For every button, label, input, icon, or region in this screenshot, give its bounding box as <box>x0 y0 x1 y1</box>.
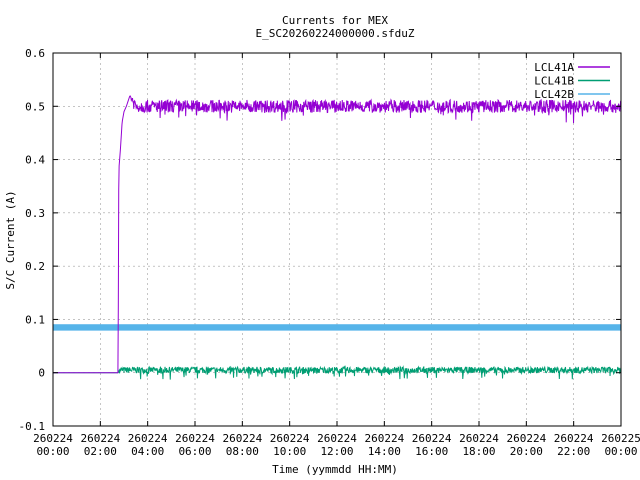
xtick-date: 260224 <box>364 432 404 445</box>
xtick-date: 260224 <box>317 432 357 445</box>
x-axis-ticks: 26022400:0026022402:0026022404:002602240… <box>33 53 640 458</box>
xtick-time: 08:00 <box>226 445 259 458</box>
legend-label: LCL41A <box>534 61 574 74</box>
ytick-label: 0.2 <box>25 260 45 273</box>
xtick-time: 18:00 <box>462 445 495 458</box>
xtick-date: 260224 <box>128 432 168 445</box>
xtick-date: 260224 <box>80 432 120 445</box>
ytick-label: 0.6 <box>25 47 45 60</box>
xtick-time: 10:00 <box>273 445 306 458</box>
ytick-label: 0.1 <box>25 313 45 326</box>
ytick-label: -0.1 <box>19 420 46 433</box>
xtick-date: 260224 <box>33 432 73 445</box>
grid <box>53 53 621 426</box>
xtick-date: 260224 <box>175 432 215 445</box>
xtick-date: 260224 <box>459 432 499 445</box>
series-lcl42b <box>53 324 621 331</box>
xtick-date: 260224 <box>554 432 594 445</box>
xtick-date: 260224 <box>270 432 310 445</box>
ytick-label: 0.4 <box>25 154 45 167</box>
xtick-date: 260224 <box>412 432 452 445</box>
xtick-time: 02:00 <box>84 445 117 458</box>
xtick-time: 00:00 <box>36 445 69 458</box>
ytick-label: 0.3 <box>25 207 45 220</box>
xtick-time: 00:00 <box>604 445 637 458</box>
chart-subtitle: E_SC20260224000000.sfduZ <box>256 27 415 40</box>
xtick-time: 14:00 <box>368 445 401 458</box>
xtick-time: 06:00 <box>178 445 211 458</box>
series-lcl41b <box>53 365 622 380</box>
legend-label: LCL42B <box>534 88 574 101</box>
legend-label: LCL41B <box>534 75 574 88</box>
xtick-time: 20:00 <box>510 445 543 458</box>
y-axis-label: S/C Current (A) <box>4 190 17 289</box>
xtick-time: 04:00 <box>131 445 164 458</box>
ytick-label: 0.5 <box>25 100 45 113</box>
y-axis-ticks: -0.1 0 0.1 0.2 0.3 0.4 0.5 0.6 <box>19 47 621 433</box>
xtick-time: 16:00 <box>415 445 448 458</box>
chart-title: Currents for MEX <box>282 14 388 27</box>
xtick-date: 260224 <box>506 432 546 445</box>
series-lcl41a <box>53 95 622 374</box>
xtick-date: 260225 <box>601 432 640 445</box>
xtick-time: 22:00 <box>557 445 590 458</box>
series-layer <box>53 95 622 380</box>
xtick-time: 12:00 <box>320 445 353 458</box>
x-axis-label: Time (yymmdd HH:MM) <box>272 463 398 476</box>
xtick-date: 260224 <box>222 432 262 445</box>
ytick-label: 0 <box>38 367 45 380</box>
